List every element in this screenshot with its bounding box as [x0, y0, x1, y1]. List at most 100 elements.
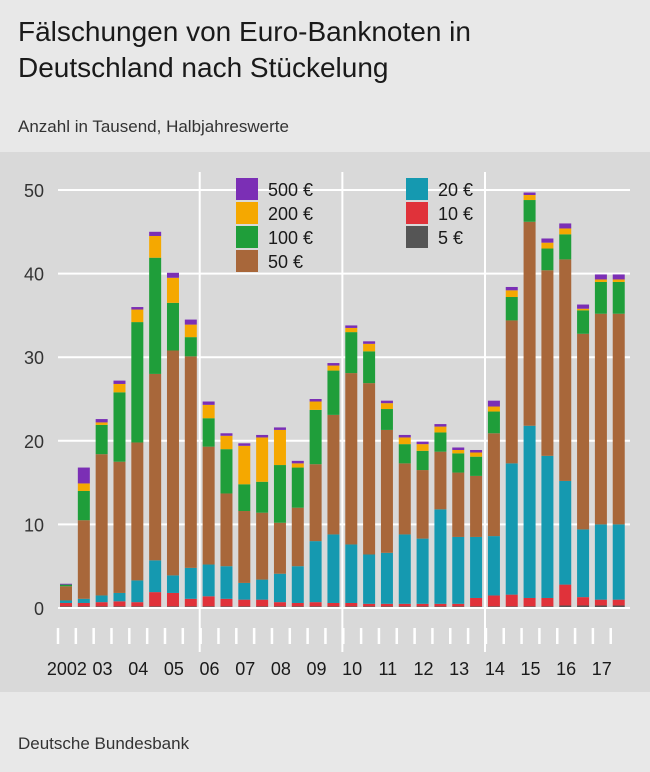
x-year-label: 10	[342, 659, 362, 679]
bar-segment	[166, 272, 179, 278]
bar-segment	[363, 343, 376, 352]
bar-segment	[487, 595, 500, 607]
bar-segment	[612, 524, 625, 600]
bar-segment	[256, 434, 269, 438]
bar-segment	[202, 596, 215, 607]
bar-segment	[594, 605, 607, 608]
bar-segment	[184, 319, 197, 325]
bar-segment	[220, 435, 233, 450]
bar-segment	[238, 599, 251, 607]
bar-segment	[380, 552, 393, 604]
plot-area: 0 10 20 30 40 50 2002 03 04 05 06 07 08 09 10 11 12 13 14 1…	[0, 152, 650, 692]
bar-segment	[291, 467, 304, 508]
bar-segment	[559, 223, 572, 229]
bar-segment	[113, 461, 126, 593]
bar-segment	[256, 512, 269, 580]
bar-segment	[95, 424, 108, 455]
bar-segment	[184, 356, 197, 568]
chart-title: Fälschungen von Euro-Banknoten in Deutsc…	[18, 16, 471, 83]
bar-segment	[434, 603, 447, 607]
bar-segment	[541, 242, 554, 249]
bar-segment	[577, 605, 590, 608]
bar-segment	[398, 534, 411, 604]
bar-segment	[487, 411, 500, 434]
bar-segment	[452, 453, 465, 473]
bar-segment	[202, 418, 215, 447]
bar-segment	[523, 425, 536, 598]
bar-segment	[113, 383, 126, 393]
bar-segment	[220, 433, 233, 436]
bar-segment	[309, 464, 322, 542]
bar-segment	[345, 327, 358, 333]
x-year-label: 04	[128, 659, 148, 679]
x-year-label: 03	[93, 659, 113, 679]
bar-segment	[327, 370, 340, 415]
bar-segment	[238, 443, 251, 446]
bar-segment	[95, 422, 108, 425]
bar-segment	[380, 409, 393, 430]
bar-segment	[523, 195, 536, 201]
bar-segment	[541, 248, 554, 271]
bar-segment	[149, 373, 162, 561]
bar-segment	[594, 599, 607, 606]
legend-swatch	[406, 226, 428, 248]
bar-segment	[487, 536, 500, 596]
bar-segment	[612, 313, 625, 525]
bar-segment	[523, 192, 536, 196]
bar-segment	[416, 441, 429, 445]
legend-swatch	[236, 178, 258, 200]
bar-segment	[184, 337, 197, 357]
bar-segment	[416, 603, 429, 607]
y-tick-label: 20	[24, 432, 44, 452]
x-year-label: 16	[556, 659, 576, 679]
bar-segment	[113, 592, 126, 602]
bar-segment	[327, 534, 340, 603]
y-tick-label: 10	[24, 515, 44, 535]
legend-label: 20 €	[438, 180, 473, 200]
source-note: Deutsche Bundesbank	[18, 734, 190, 753]
bar-segment	[238, 445, 251, 485]
x-year-label: 15	[520, 659, 540, 679]
bar-segment	[434, 432, 447, 452]
bar-segment	[416, 444, 429, 451]
bar-segment	[594, 313, 607, 525]
bar-segment	[363, 341, 376, 344]
bar-segment	[612, 274, 625, 280]
x-year-label: 13	[449, 659, 469, 679]
bar-segment	[77, 598, 90, 603]
bar-segment	[380, 429, 393, 553]
bar-segment	[309, 541, 322, 603]
bar-segment	[256, 481, 269, 513]
bar-segment	[434, 424, 447, 427]
bar-segment	[113, 392, 126, 462]
legend-label: 500 €	[268, 180, 313, 200]
bar-segment	[166, 277, 179, 303]
bar-segment	[149, 231, 162, 236]
bar-segment	[149, 592, 162, 607]
bar-segment	[470, 536, 483, 598]
bar-segment	[149, 560, 162, 593]
bar-segment	[291, 566, 304, 603]
bar-segment	[594, 279, 607, 282]
bar-segment	[487, 433, 500, 537]
bar-segment	[256, 579, 269, 600]
bar-segment	[345, 544, 358, 603]
bar-segment	[309, 399, 322, 402]
bar-segment	[166, 575, 179, 593]
bar-segment	[398, 603, 411, 607]
bar-segment	[594, 524, 607, 600]
bar-segment	[95, 595, 108, 603]
header: Fälschungen von Euro-Banknoten in Deutsc…	[0, 0, 650, 150]
bar-segment	[238, 511, 251, 583]
legend-label: 200 €	[268, 204, 313, 224]
bar-segment	[470, 449, 483, 453]
bar-segment	[470, 475, 483, 537]
bar-segment	[523, 221, 536, 426]
bar-segment	[577, 333, 590, 530]
bar-segment	[559, 259, 572, 481]
bar-segment	[345, 373, 358, 545]
x-year-label: 07	[235, 659, 255, 679]
bar-segment	[273, 427, 286, 430]
bar-segment	[149, 257, 162, 374]
bar-segment	[273, 429, 286, 466]
